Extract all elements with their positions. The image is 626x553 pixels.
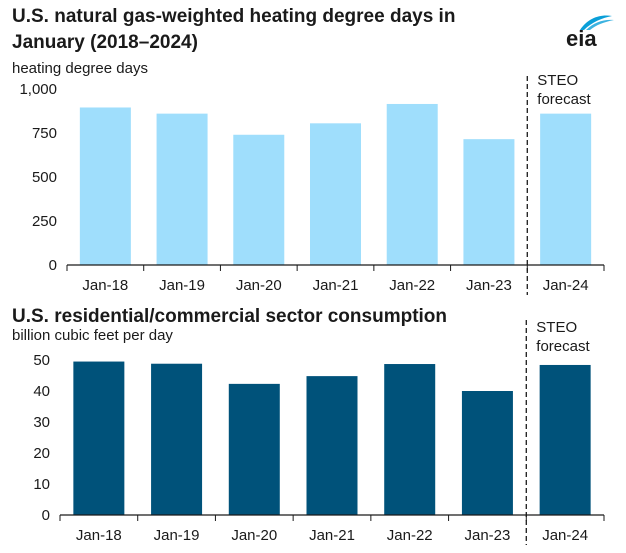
x-tick-label: Jan-19	[154, 527, 200, 544]
bar-jan-22	[386, 103, 438, 266]
x-tick-label: Jan-24	[542, 527, 588, 544]
forecast-label: forecast	[537, 91, 591, 108]
bar-jan-18	[79, 107, 131, 265]
x-tick-label: Jan-23	[466, 277, 512, 294]
x-tick-label: Jan-20	[236, 277, 282, 294]
y-tick-label: 30	[33, 414, 50, 431]
bar-jan-21	[310, 123, 361, 265]
y-axis-unit-label-bottom: billion cubic feet per day	[12, 327, 173, 344]
forecast-label: forecast	[536, 338, 590, 355]
bar-jan-19	[151, 363, 203, 515]
forecast-label: STEO	[536, 319, 577, 336]
bar-jan-21	[306, 376, 358, 515]
y-tick-label: 750	[32, 125, 57, 142]
y-tick-label: 10	[33, 476, 50, 493]
x-tick-label: Jan-19	[159, 277, 205, 294]
x-tick-label: Jan-24	[543, 277, 589, 294]
y-tick-label: 250	[32, 213, 57, 230]
y-tick-label: 0	[42, 507, 50, 524]
bar-jan-18	[73, 361, 125, 515]
x-tick-label: Jan-21	[309, 527, 355, 544]
bar-jan-24	[540, 113, 592, 265]
bar-jan-20	[233, 134, 285, 265]
y-tick-label: 0	[49, 257, 57, 274]
eia-logo-text: eia	[566, 26, 597, 51]
x-tick-label: Jan-20	[231, 527, 277, 544]
bar-jan-19	[156, 113, 208, 265]
x-tick-label: Jan-18	[82, 277, 128, 294]
y-axis-unit-label-top: heating degree days	[12, 60, 148, 77]
x-tick-label: Jan-18	[76, 527, 122, 544]
x-tick-label: Jan-23	[464, 527, 510, 544]
heating-degree-days-chart: 0 250 500 750 1,000 Jan-18 Jan-19 Jan-20 Jan-21 J…	[19, 72, 605, 295]
forecast-label: STEO	[537, 72, 578, 89]
bar-jan-22	[384, 364, 436, 515]
x-tick-label: Jan-22	[389, 277, 435, 294]
y-tick-label: 20	[33, 445, 50, 462]
x-tick-label: Jan-21	[313, 277, 359, 294]
bar-jan-24	[539, 364, 591, 515]
chart-title-consumption: U.S. residential/commercial sector consu…	[12, 306, 448, 327]
x-tick-label: Jan-22	[387, 527, 433, 544]
eia-swoosh-icon	[580, 15, 614, 30]
y-tick-label: 500	[32, 169, 57, 186]
y-tick-label: 40	[33, 383, 50, 400]
chart-title-heating-degree-days: U.S. natural gas-weighted heating degree…	[12, 6, 456, 53]
y-tick-label: 50	[33, 352, 50, 369]
y-tick-label: 1,000	[19, 81, 57, 98]
bar-jan-23	[463, 139, 515, 265]
bar-jan-20	[228, 383, 280, 515]
eia-logo: eia	[566, 12, 618, 51]
bar-jan-23	[461, 391, 513, 515]
